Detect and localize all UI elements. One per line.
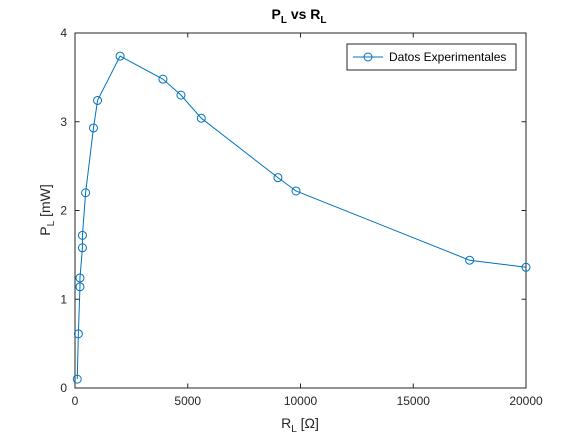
legend-marker-sample [363,52,373,62]
data-point [75,282,85,292]
chart-title: PL vs RL [271,6,326,26]
x-tick-label: 5000 [174,394,201,408]
data-point [273,173,283,183]
x-tick-label: 0 [72,394,79,408]
x-tick-label: 15000 [397,394,431,408]
x-axis-title: RL [Ω] [281,415,319,435]
data-point [88,123,98,133]
x-tick-label: 20000 [509,394,543,408]
legend: Datos Experimentales [346,43,517,71]
data-point [115,51,125,61]
tick-labels: 0 5000 10000 15000 20000 0 1 2 3 4 [60,26,543,408]
data-point [196,113,206,123]
y-tick-label: 1 [60,292,67,306]
ticks [74,32,527,389]
data-point [77,230,87,240]
y-tick-label: 3 [60,115,67,129]
series-markers [72,51,531,384]
y-axis-title: PL [mW] [37,184,57,235]
data-point [73,329,83,339]
data-point [176,90,186,100]
data-point [93,95,103,105]
data-point [291,186,301,196]
data-point [158,74,168,84]
data-point [81,188,91,198]
data-point [77,243,87,253]
series-line-datos-experimentales [76,55,527,380]
data-point [521,262,531,272]
y-tick-label: 2 [60,204,67,218]
y-tick-label: 0 [60,381,67,395]
y-tick-label: 4 [60,26,67,40]
data-point [72,374,82,384]
data-point [465,255,475,265]
data-point [75,273,85,283]
legend-label: Datos Experimentales [389,50,506,64]
x-tick-label: 10000 [284,394,318,408]
plot-area [74,32,527,389]
